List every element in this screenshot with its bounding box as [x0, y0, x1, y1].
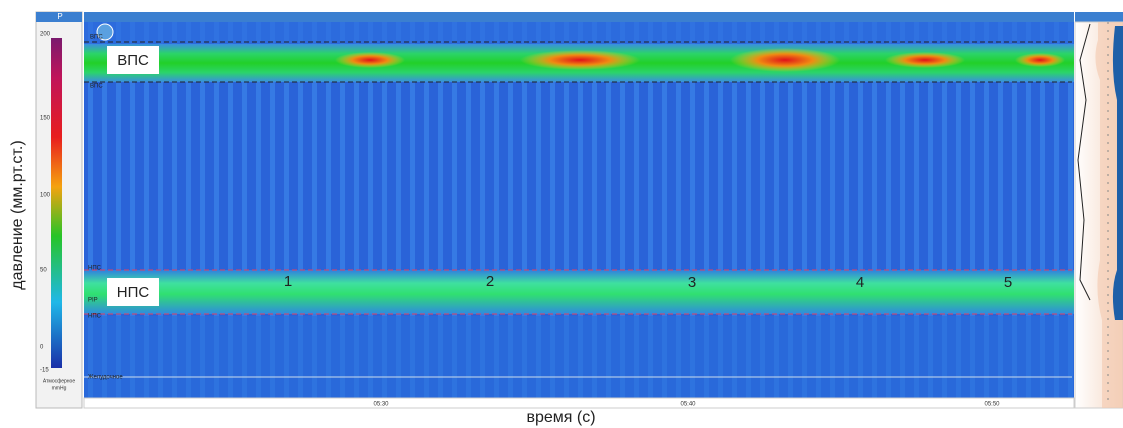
- lower-label: НПС: [117, 284, 150, 301]
- y-axis-label: давление (мм.рт.ст.): [9, 140, 26, 289]
- event-label: 2: [486, 273, 494, 290]
- heatmap-bottom: [84, 316, 1074, 398]
- lower-band: [84, 270, 1074, 314]
- color-bar: [51, 38, 62, 368]
- right-header: [1075, 12, 1123, 22]
- heatmap-top: [84, 22, 1074, 44]
- x-axis-label: время (с): [526, 409, 595, 426]
- event-label: 3: [688, 274, 696, 291]
- small-label: ВПС: [90, 35, 103, 41]
- scale-label: 150: [40, 116, 51, 122]
- lower-label-box: [107, 278, 159, 306]
- hotspots: [335, 48, 1065, 72]
- scale-label: 0: [40, 345, 44, 351]
- event-label: 1: [284, 273, 292, 290]
- time-axis: [83, 397, 1075, 409]
- small-label: НПС: [88, 314, 102, 320]
- time-label: 05:30: [373, 402, 389, 408]
- time-labels: 05:30 05:40 05:50: [373, 402, 1000, 408]
- scale-label: 100: [40, 193, 51, 199]
- play-button[interactable]: [96, 23, 114, 41]
- upper-label: ВПС: [117, 52, 149, 69]
- event-label: 5: [1004, 274, 1012, 291]
- scale-label: -15: [40, 368, 49, 374]
- small-label: Желудочное: [88, 375, 123, 381]
- caption: Атмосферное: [43, 378, 75, 384]
- small-label: НПС: [88, 266, 102, 272]
- small-label: PIP: [88, 298, 98, 304]
- small-label: ВПС: [90, 84, 103, 90]
- pressure-trace: [1077, 23, 1091, 301]
- scale-labels: 200 150 100 50 0 -15: [40, 32, 51, 374]
- events: 1 2 3 4 5: [284, 273, 1012, 291]
- header-label: P: [57, 12, 62, 21]
- time-label: 05:40: [680, 402, 696, 408]
- left-header: [36, 12, 82, 22]
- sphincter-shape: [1112, 26, 1123, 320]
- event-label: 4: [856, 274, 864, 291]
- upper-label-box: [107, 46, 159, 74]
- unit: mmHg: [52, 385, 67, 391]
- plot-header: [84, 12, 1074, 22]
- scale-label: 200: [40, 32, 51, 38]
- time-label: 05:50: [984, 402, 1000, 408]
- scale-label: 50: [40, 268, 47, 274]
- small-labels: ВПС ВПС НПС PIP НПС Желудочное: [88, 35, 123, 381]
